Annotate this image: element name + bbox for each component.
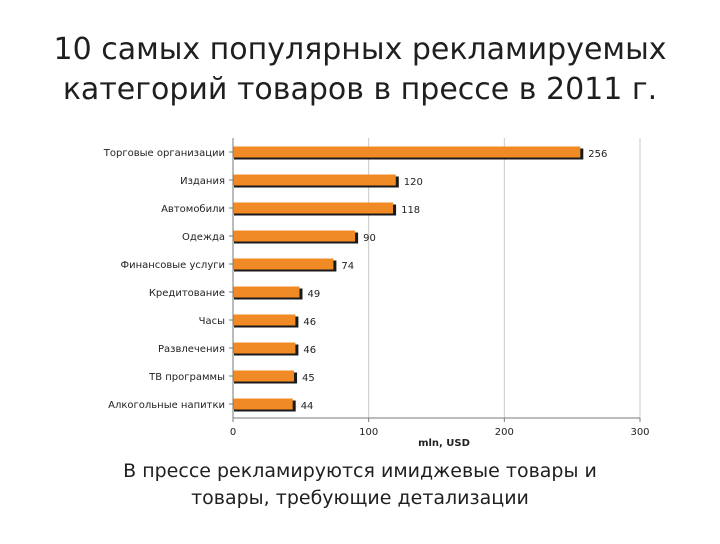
category-label: ТВ программы — [148, 372, 225, 383]
data-label: 118 — [401, 205, 420, 216]
x-tick-label: 300 — [630, 427, 649, 438]
bar — [233, 174, 396, 186]
category-label: Алкогольные напитки — [108, 400, 225, 411]
x-tick-label: 0 — [230, 427, 236, 438]
category-label: Торговые организации — [103, 148, 225, 159]
data-label: 90 — [363, 233, 376, 244]
chart-labels: 0 100 200 300 mln, USD Торговые организации 25… — [103, 148, 650, 449]
caption-line-1: В прессе рекламируются имиджевые товары … — [123, 460, 597, 482]
x-tick-label: 100 — [359, 427, 378, 438]
data-label: 49 — [307, 289, 320, 300]
slide-title: 10 самых популярных рекламируемых катего… — [30, 30, 690, 110]
category-label: Автомобили — [161, 204, 225, 215]
data-label: 256 — [588, 149, 607, 160]
category-label: Одежда — [182, 232, 225, 243]
bar — [233, 314, 296, 326]
bar — [233, 230, 356, 242]
slide-title-line-1: 10 самых популярных рекламируемых — [53, 32, 667, 67]
x-tick-label: 200 — [495, 427, 514, 438]
data-label: 120 — [404, 177, 423, 188]
slide-caption: В прессе рекламируются имиджевые товары … — [30, 458, 690, 512]
data-label: 46 — [303, 317, 316, 328]
bar — [233, 398, 293, 410]
data-label: 45 — [302, 373, 315, 384]
chart-axes — [229, 138, 641, 422]
slide-title-line-2: категорий товаров в прессе в 2011 г. — [62, 72, 658, 107]
bar — [233, 342, 296, 354]
caption-line-2: товары, требующие детализации — [191, 487, 529, 509]
chart-bars — [233, 146, 584, 412]
category-label: Развлечения — [158, 344, 225, 355]
bar — [233, 286, 300, 298]
x-axis-label: mln, USD — [418, 438, 470, 449]
category-label: Кредитование — [149, 288, 225, 299]
bar — [233, 146, 581, 158]
data-label: 74 — [341, 261, 354, 272]
data-label: 46 — [303, 345, 316, 356]
category-label: Часы — [199, 316, 225, 327]
bar — [233, 370, 295, 382]
bar — [233, 258, 334, 270]
category-label: Финансовые услуги — [120, 260, 225, 271]
category-label: Издания — [180, 176, 225, 187]
data-label: 44 — [301, 401, 314, 412]
bar — [233, 202, 394, 214]
